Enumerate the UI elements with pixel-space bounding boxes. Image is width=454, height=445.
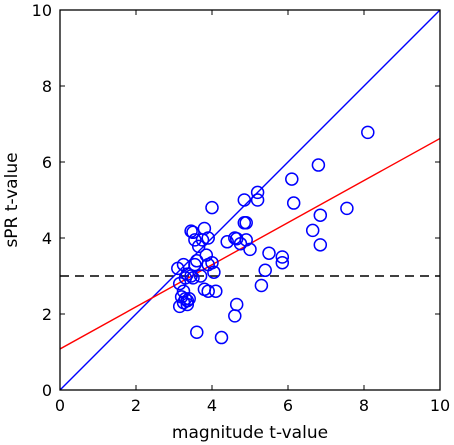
data-point [311, 158, 326, 172]
data-point [262, 246, 276, 260]
data-point [172, 299, 187, 314]
data-point [313, 238, 328, 252]
plot-frame [59, 9, 441, 391]
data-point [191, 239, 206, 254]
data-point [190, 325, 204, 339]
data-point [172, 276, 187, 291]
y-tick-label: 4 [42, 229, 52, 248]
data-point [205, 200, 219, 215]
y-tick-label: 10 [32, 1, 52, 20]
data-point [214, 330, 229, 345]
data-point [250, 193, 265, 207]
data-point [239, 216, 253, 230]
data-point [313, 208, 328, 222]
data-point [229, 297, 244, 312]
x-tick-label: 6 [283, 396, 293, 415]
data-point [286, 196, 301, 210]
x-axis-label: magnitude t-value [172, 423, 328, 443]
y-axis-label: sPR t-value [2, 152, 22, 247]
data-point [228, 309, 242, 323]
data-point [340, 201, 354, 216]
data-point [361, 125, 375, 140]
data-point [186, 271, 200, 285]
x-tick-label: 0 [55, 396, 65, 415]
data-point [188, 233, 202, 247]
data-point [275, 255, 290, 270]
data-point [201, 231, 215, 245]
data-point [205, 255, 219, 270]
x-tick-label: 4 [207, 396, 217, 415]
data-point [239, 233, 253, 247]
data-point [237, 193, 252, 207]
data-point [243, 242, 257, 257]
data-point [275, 250, 290, 264]
x-tick-label: 2 [131, 396, 141, 415]
data-point [254, 278, 269, 293]
data-point [285, 172, 299, 186]
data-points [171, 125, 375, 345]
y-tick-label: 2 [42, 305, 52, 324]
y-tick-label: 0 [42, 381, 52, 400]
data-point [305, 223, 320, 238]
data-point [197, 221, 212, 236]
data-point [193, 269, 208, 283]
data-point [220, 235, 234, 249]
data-point [209, 284, 223, 298]
x-tick-label: 8 [359, 396, 369, 415]
data-point [180, 297, 195, 312]
data-point [250, 185, 265, 200]
x-tick-label: 10 [430, 396, 450, 415]
data-point [201, 284, 215, 298]
y-tick-label: 6 [42, 153, 52, 172]
data-point [184, 224, 198, 238]
y-tick-label: 8 [42, 77, 52, 96]
data-point [258, 263, 272, 278]
data-point [207, 265, 221, 279]
axis-ticks: 0 2 4 6 8 10 0 2 4 6 8 10 [32, 1, 451, 415]
